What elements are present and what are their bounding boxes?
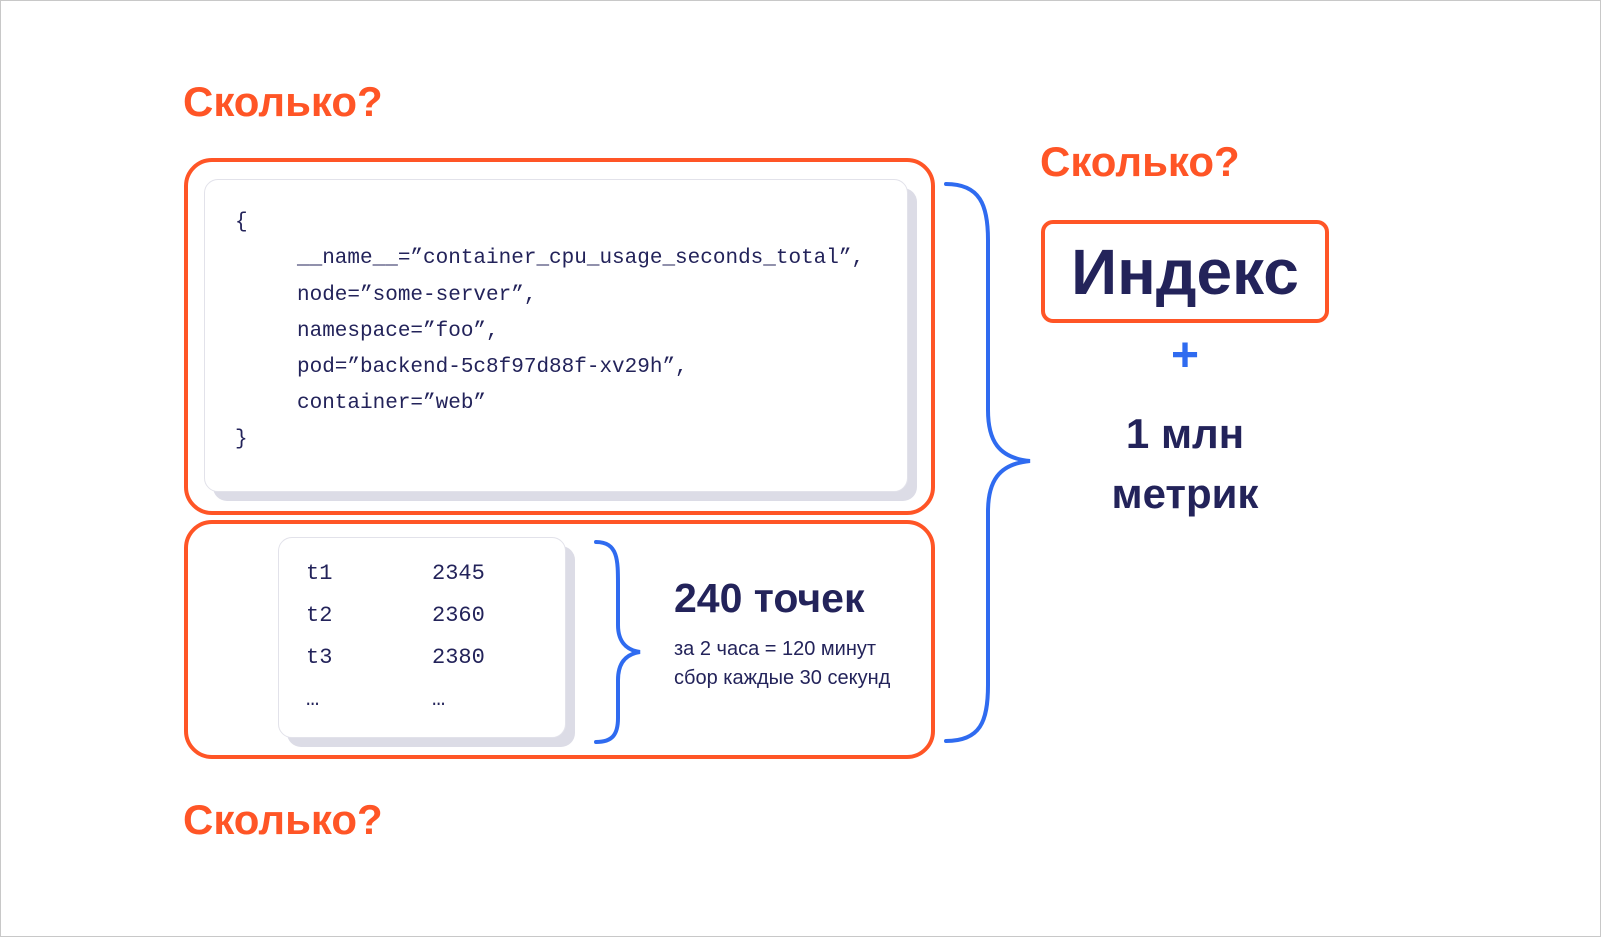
sample-value: 2380: [432, 645, 485, 670]
index-label: Индекс: [1071, 235, 1299, 308]
code-line: node=”some-server”,: [297, 284, 537, 307]
code-line: namespace=”foo”,: [297, 320, 499, 343]
code-line: container=”web”: [297, 392, 487, 415]
points-title: 240 точек: [674, 575, 865, 621]
sample-time: t3: [306, 645, 333, 670]
sample-time: …: [306, 687, 320, 712]
metrics-line1: 1 млн: [1125, 410, 1245, 457]
labels-box: [184, 158, 935, 515]
sample-value: 2345: [432, 561, 485, 586]
code-card: [204, 179, 908, 492]
samples-box: [184, 520, 935, 759]
code-line: __name__=”container_cpu_usage_seconds_to…: [297, 247, 865, 270]
samples-card: [278, 537, 566, 738]
large-brace: [944, 182, 1031, 743]
code-line: pod=”backend-5c8f97d88f-xv29h”,: [297, 356, 688, 379]
sample-time: t1: [306, 561, 333, 586]
sample-value: …: [432, 687, 446, 712]
small-brace: [594, 540, 641, 744]
code-open-brace: {: [235, 211, 248, 234]
sample-value: 2360: [432, 603, 485, 628]
points-line1: за 2 часа = 120 минут: [674, 638, 877, 660]
plus-icon: +: [1170, 329, 1200, 382]
question-bottom-left: Сколько?: [183, 796, 383, 843]
sample-time: t2: [306, 603, 333, 628]
question-top-left: Сколько?: [183, 78, 383, 125]
points-line2: сбор каждые 30 секунд: [674, 667, 891, 689]
index-box: Индекс: [1041, 220, 1329, 323]
metrics-line2: метрик: [1111, 470, 1259, 517]
question-right: Сколько?: [1040, 138, 1240, 185]
code-close-brace: }: [235, 428, 248, 451]
